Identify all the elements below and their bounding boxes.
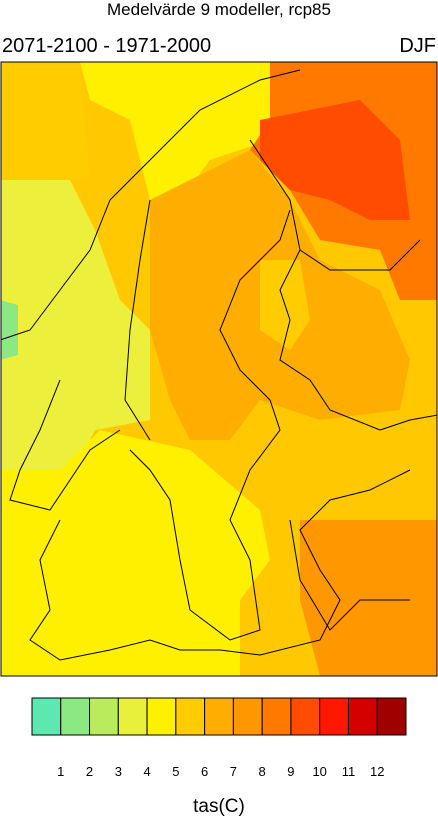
colorbar-box [347,697,378,736]
colorbar-box [376,697,407,736]
map-frame [0,61,438,677]
colorbar-tick-label: 8 [259,764,266,779]
colorbar-box [175,697,206,736]
map-field [1,300,18,360]
colorbar-tick-label: 10 [312,764,326,779]
colorbar-tick-label: 2 [86,764,93,779]
map-field [260,100,410,220]
colorbar-box [261,697,292,736]
season: DJF [399,35,436,57]
map-field [1,180,150,470]
colorbar-box [60,697,91,736]
colorbar-box [290,697,321,736]
colorbar-tick-label: 7 [230,764,237,779]
colorbar-box [89,697,119,736]
map [0,61,438,677]
colorbar: 1 2 3 4 5 6 7 8 9 10 11 12 [31,697,407,779]
colorbar-tick-label: 12 [370,764,384,779]
map-field [80,62,270,200]
period: 2071-2100 - 1971-2000 [2,35,211,57]
colorbar-box [232,697,263,736]
title: Medelvärde 9 modeller, rcp85 [107,0,331,19]
colorbar-box [146,697,177,736]
colorbar-tick-label: 5 [172,764,179,779]
map-field [1,62,90,180]
colorbar-tick-label: 6 [201,764,208,779]
map-field [1,430,270,676]
colorbar-box [204,697,234,736]
colorbar-box [31,697,62,736]
colorbar-box [319,697,349,736]
colorbar-label: tas(C) [193,796,245,817]
border [124,139,421,631]
colorbar-tick-label: 4 [143,764,150,779]
coastline [1,69,437,661]
colorbar-tick-label: 9 [287,764,294,779]
colorbar-tick-label: 1 [57,764,64,779]
colorbar-tick-label: 3 [115,764,122,779]
map-field [300,520,437,676]
colorbar-box [117,697,148,736]
colorbar-tick-label: 11 [342,764,356,779]
